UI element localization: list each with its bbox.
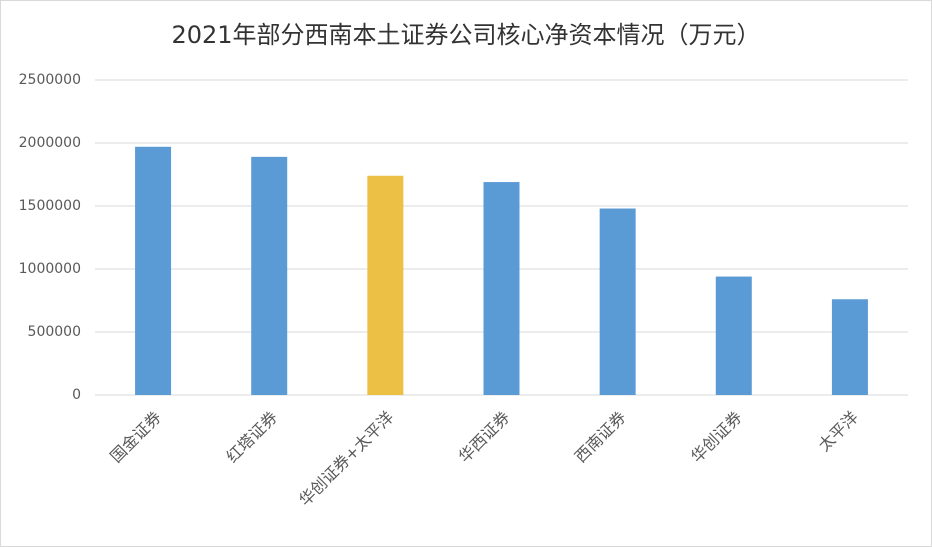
- bar: [599, 208, 636, 395]
- bar: [483, 182, 520, 395]
- bar: [715, 276, 752, 395]
- y-tick-label: 500000: [28, 324, 81, 340]
- y-tick-label: 1000000: [19, 261, 81, 277]
- bar: [251, 156, 288, 395]
- bar: [367, 175, 404, 395]
- bar: [135, 146, 172, 395]
- bar: [831, 299, 868, 395]
- chart-title: 2021年部分西南本土证券公司核心净资本情况（万元）: [171, 21, 760, 49]
- y-tick-label: 2500000: [19, 72, 81, 88]
- y-tick-label: 2000000: [19, 135, 81, 151]
- y-tick-label: 0: [72, 387, 81, 403]
- y-tick-label: 1500000: [19, 198, 81, 214]
